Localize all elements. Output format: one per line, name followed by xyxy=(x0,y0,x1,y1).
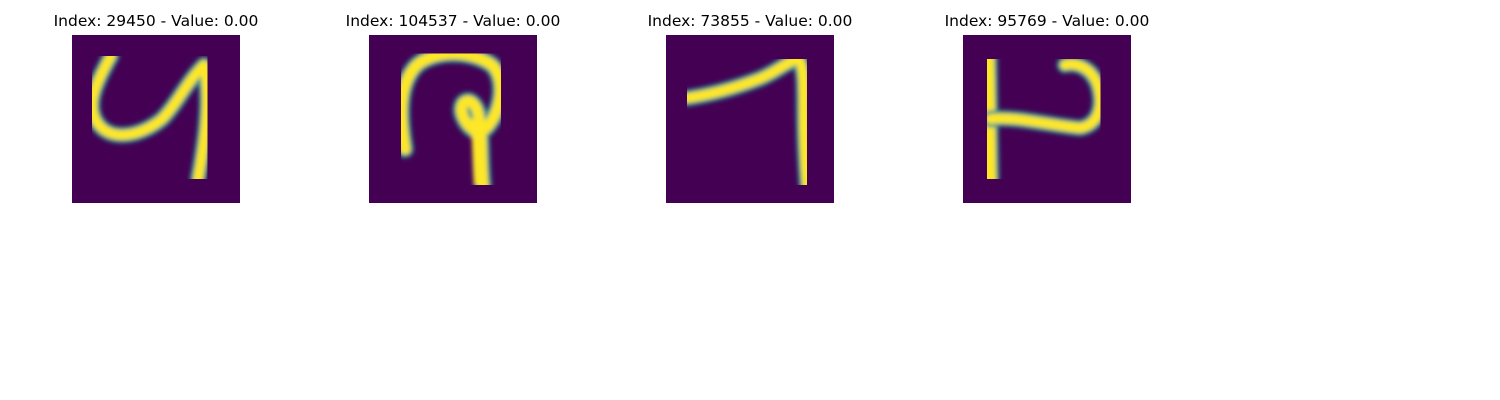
panel-1-image xyxy=(72,35,240,203)
panel-2-stroke xyxy=(392,44,510,194)
panel-4-image xyxy=(963,35,1131,203)
panel-3-title: Index: 73855 - Value: 0.00 xyxy=(647,12,853,30)
panel-4-stroke xyxy=(976,48,1109,190)
panel-2-title: Index: 104537 - Value: 0.00 xyxy=(345,12,561,30)
panel-4-title: Index: 95769 - Value: 0.00 xyxy=(944,12,1150,30)
panel-3-image xyxy=(666,35,834,203)
panel-1-title: Index: 29450 - Value: 0.00 xyxy=(53,12,259,30)
panel-2-image xyxy=(369,35,537,203)
panel-3-stroke xyxy=(678,50,816,194)
panel-1-stroke xyxy=(83,47,216,188)
